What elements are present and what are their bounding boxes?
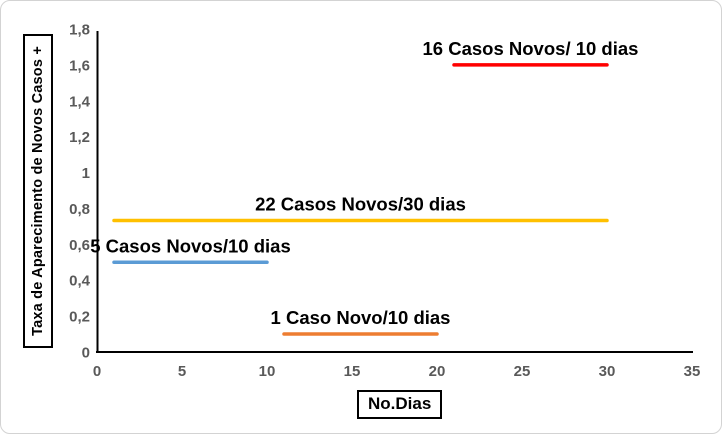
series-label-22-casos-novos-30-dias: 22 Casos Novos/30 dias xyxy=(255,193,466,214)
y-tick-label: 0 xyxy=(82,345,90,362)
x-tick-label: 25 xyxy=(514,363,531,380)
x-tick-label: 20 xyxy=(429,363,446,380)
series-label-5-casos-novos-10-dias: 5 Casos Novos/10 dias xyxy=(90,235,291,256)
y-tick-label: 0,8 xyxy=(69,201,90,218)
y-tick-label: 1,6 xyxy=(69,57,90,74)
y-axis-title-box: Taxa de Aparecimento de Novos Casos + xyxy=(23,34,53,348)
y-tick-label: 0,4 xyxy=(69,273,91,290)
x-tick-label: 5 xyxy=(178,363,186,380)
y-tick-label: 0,6 xyxy=(69,237,90,254)
y-tick-label: 1,4 xyxy=(69,93,91,110)
y-tick-label: 1 xyxy=(82,165,90,182)
x-tick-label: 15 xyxy=(344,363,361,380)
x-tick-label: 0 xyxy=(93,363,101,380)
x-tick-label: 30 xyxy=(599,363,616,380)
y-tick-label: 1,2 xyxy=(69,129,90,146)
y-tick-label: 1,8 xyxy=(69,22,90,39)
x-axis-title-box: No.Dias xyxy=(357,390,443,419)
x-axis-title: No.Dias xyxy=(368,394,432,413)
series-label-1-caso-novo-10-dias: 1 Caso Novo/10 dias xyxy=(271,307,451,328)
y-tick-label: 0,2 xyxy=(69,309,90,326)
x-tick-label: 10 xyxy=(259,363,276,380)
x-tick-label: 35 xyxy=(684,363,701,380)
series-label-16-casos-novos-10-dias: 16 Casos Novos/ 10 dias xyxy=(423,38,639,59)
y-axis-title: Taxa de Aparecimento de Novos Casos + xyxy=(30,46,46,336)
